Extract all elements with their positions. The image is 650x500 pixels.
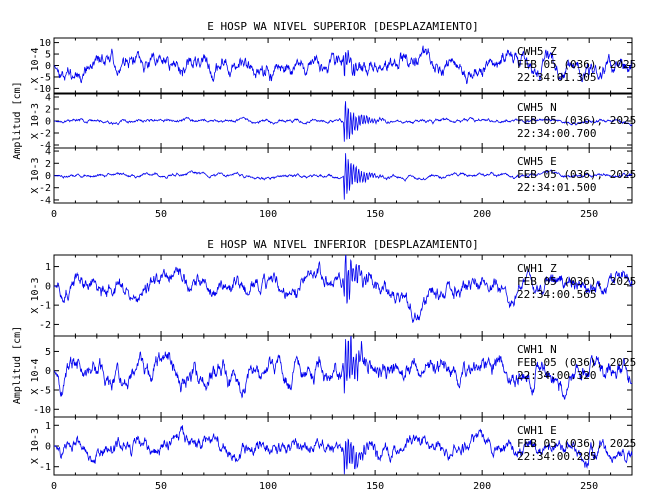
trace-line (53, 335, 633, 400)
y-scale-label: X 10-3 (30, 277, 41, 313)
station-annotation: CWH5 E (517, 155, 557, 168)
y-tick-label: -5 (39, 72, 51, 83)
chart-title: E HOSP WA NIVEL INFERIOR [DESPLAZAMIENTO… (207, 238, 479, 251)
x-tick-label: 150 (366, 481, 384, 492)
station-annotation: FEB 05 (036), 2025 (517, 58, 636, 71)
x-tick-label: 0 (51, 481, 57, 492)
station-annotation: CWH5 Z (517, 45, 557, 58)
y-tick-label: 0 (45, 281, 51, 292)
trace-line (53, 153, 633, 200)
y-tick-label: -1 (39, 301, 51, 312)
station-annotation: 22:34:00.320 (517, 369, 596, 382)
x-tick-label: 50 (155, 209, 167, 220)
y-scale-label: X 10-3 (30, 157, 41, 193)
trace-line (54, 254, 633, 323)
x-tick-label: 200 (473, 209, 491, 220)
y-tick-label: 4 (45, 147, 51, 158)
y-tick-label: -1 (39, 462, 51, 473)
y-tick-label: 0 (45, 117, 51, 128)
chart-1: E HOSP WA NIVEL SUPERIOR [DESPLAZAMIENTO… (12, 20, 636, 220)
y-tick-label: 2 (45, 105, 51, 116)
trace-line (54, 101, 633, 142)
station-annotation: 22:34:01.305 (517, 71, 596, 84)
y-tick-label: 0 (45, 61, 51, 72)
y-scale-label: X 10-3 (30, 103, 41, 139)
y-tick-label: 1 (45, 262, 51, 273)
y-tick-label: 10 (39, 38, 51, 49)
trace-line (53, 45, 633, 85)
x-tick-label: 250 (580, 209, 598, 220)
x-tick-label: 50 (155, 481, 167, 492)
y-tick-label: 5 (45, 347, 51, 358)
chart-title: E HOSP WA NIVEL SUPERIOR [DESPLAZAMIENTO… (207, 20, 479, 33)
x-tick-label: 250 (580, 481, 598, 492)
y-tick-label: -10 (33, 84, 51, 95)
station-annotation: CWH1 Z (517, 262, 557, 275)
station-annotation: CWH5 N (517, 101, 557, 114)
y-scale-label: X 10-4 (30, 47, 41, 83)
y-tick-label: 5 (45, 50, 51, 61)
station-annotation: FEB 05 (036), 2025 (517, 356, 636, 369)
y-tick-label: -4 (39, 141, 51, 152)
x-tick-label: 0 (51, 209, 57, 220)
y-tick-label: 4 (45, 93, 51, 104)
y-axis-label: Amplitud [cm] (12, 326, 23, 404)
x-tick-label: 200 (473, 481, 491, 492)
station-annotation: 22:34:00.565 (517, 288, 596, 301)
y-tick-label: -2 (39, 183, 51, 194)
y-axis-label: Amplitud [cm] (12, 81, 23, 159)
trace-line (53, 425, 633, 475)
x-tick-label: 100 (259, 481, 277, 492)
station-annotation: CWH1 N (517, 343, 557, 356)
y-tick-label: -4 (39, 195, 51, 206)
y-tick-label: 1 (45, 421, 51, 432)
y-scale-label: X 10-4 (30, 358, 41, 394)
station-annotation: CWH1 E (517, 424, 557, 437)
station-annotation: 22:34:00.700 (517, 127, 596, 140)
y-tick-label: -10 (33, 405, 51, 416)
y-tick-label: -2 (39, 129, 51, 140)
y-tick-label: 0 (45, 171, 51, 182)
x-tick-label: 150 (366, 209, 384, 220)
y-scale-label: X 10-3 (30, 428, 41, 464)
station-annotation: FEB 05 (036), 2025 (517, 275, 636, 288)
station-annotation: 22:34:01.500 (517, 181, 596, 194)
station-annotation: FEB 05 (036), 2025 (517, 114, 636, 127)
station-annotation: FEB 05 (036), 2025 (517, 437, 636, 450)
y-tick-label: -5 (39, 386, 51, 397)
x-tick-label: 100 (259, 209, 277, 220)
chart-2: E HOSP WA NIVEL INFERIOR [DESPLAZAMIENTO… (12, 238, 636, 492)
station-annotation: 22:34:00.285 (517, 450, 596, 463)
station-annotation: FEB 05 (036), 2025 (517, 168, 636, 181)
y-tick-label: 0 (45, 442, 51, 453)
y-tick-label: -2 (39, 320, 51, 331)
y-tick-label: 2 (45, 159, 51, 170)
y-tick-label: 0 (45, 366, 51, 377)
